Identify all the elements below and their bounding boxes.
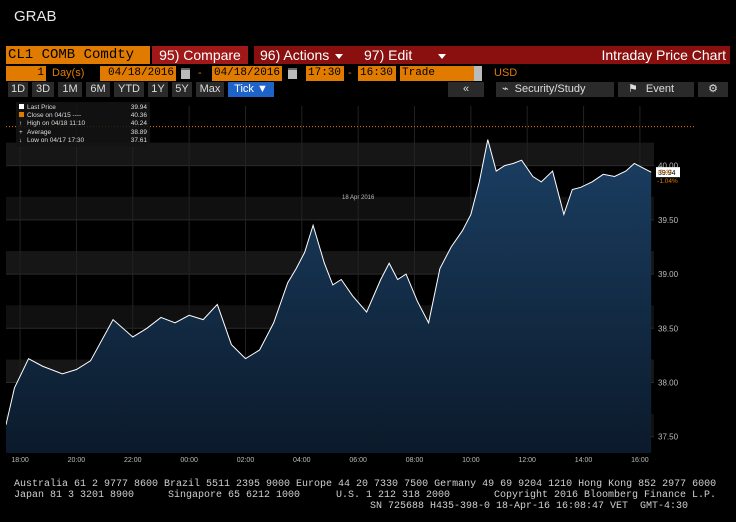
event-button[interactable]: ⚑ Event xyxy=(618,82,694,97)
tick-label: Tick xyxy=(234,83,254,95)
y-tick-label: 39.00 xyxy=(658,270,679,279)
flag-icon: ⚑ xyxy=(628,83,638,95)
legend-last-price: Last Price 39.94 xyxy=(19,104,147,112)
legend-value: 40.36 xyxy=(130,112,147,120)
footer-contacts-us: U.S. 1 212 318 2000 xyxy=(336,490,451,501)
event-label: Event xyxy=(645,83,675,95)
start-date-field[interactable]: 04/18/2016 xyxy=(100,66,176,81)
change-pct-label: -1.04% xyxy=(657,178,678,185)
x-tick-label: 16:00 xyxy=(631,457,649,463)
x-tick-label: 14:00 xyxy=(575,457,593,463)
legend-value: 39.94 xyxy=(130,104,147,111)
x-tick-label: 06:00 xyxy=(349,457,367,463)
period-max[interactable]: Max xyxy=(196,82,224,97)
end-date-field[interactable]: 04/18/2016 xyxy=(212,66,282,81)
period-1d[interactable]: 1D xyxy=(8,82,28,97)
legend-low: ↓ Low on 04/17 17:30 37.61 xyxy=(19,137,147,145)
period-1m[interactable]: 1M xyxy=(58,82,82,97)
period-toolbar: 1D 3D 1M 6M YTD 1Y 5Y Max Tick ▼ « ⌁ Secu… xyxy=(0,82,736,97)
footer-session: SN 725688 H435-398-0 18-Apr-16 16:08:47 … xyxy=(370,501,689,512)
last-price-box xyxy=(656,167,680,178)
command-toolbar: CL1 COMB Comdty 95) Compare 96) Actions … xyxy=(0,46,736,64)
x-tick-label: 18:00 xyxy=(11,457,29,463)
x-tick-label: 02:00 xyxy=(237,457,255,463)
footer: Australia 61 2 9777 8600 Brazil 5511 239… xyxy=(0,478,736,522)
actions-button[interactable]: 96) Actions xyxy=(254,46,360,64)
date-marker: 18 Apr 2016 xyxy=(342,195,375,201)
legend-label: Last Price xyxy=(27,104,56,111)
caret-down-icon: ▼ xyxy=(256,83,268,95)
x-tick-label: 10:00 xyxy=(462,457,480,463)
price-line xyxy=(6,139,652,425)
end-time-field[interactable]: 16:30 xyxy=(358,66,396,81)
y-tick-label: 40.00 xyxy=(658,162,679,171)
window-title: GRAB xyxy=(14,8,57,25)
legend-high: ↑ High on 04/18 11:10 40.24 xyxy=(19,120,147,128)
calendar-icon[interactable] xyxy=(181,68,190,79)
footer-copyright: Copyright 2016 Bloomberg Finance L.P. xyxy=(494,490,717,501)
start-time-field[interactable]: 17:30 xyxy=(306,66,344,81)
legend-value: 37.61 xyxy=(130,136,147,144)
field-select[interactable]: Trade xyxy=(400,66,474,81)
legend-label: High on 04/18 11:10 xyxy=(27,120,86,128)
x-tick-label: 12:00 xyxy=(518,457,536,463)
x-tick-label: 22:00 xyxy=(124,457,142,463)
y-tick-label: 39.50 xyxy=(658,216,679,225)
last-price-label: 39.94 xyxy=(658,170,676,177)
chart-title: Intraday Price Chart xyxy=(464,46,730,64)
collapse-left-icon[interactable]: « xyxy=(448,82,484,97)
compare-button[interactable]: 95) Compare xyxy=(152,46,248,64)
y-tick-label: 37.50 xyxy=(658,433,679,442)
legend-label: Low on 04/17 17:30 xyxy=(27,136,85,144)
window-title-bar: GRAB xyxy=(0,0,736,44)
legend-marker: + xyxy=(19,128,23,136)
price-chart[interactable]: 40.00 39.50 39.00 38.50 38.00 37.50 18:00 20:00… xyxy=(6,98,696,463)
calendar-icon[interactable] xyxy=(288,68,297,79)
price-area xyxy=(6,139,652,453)
price-chart-svg: 40.00 39.50 39.00 38.50 38.00 37.50 18:00 20:00… xyxy=(6,106,696,463)
interval-field[interactable]: 1 xyxy=(6,66,46,81)
footer-contacts-line1: Australia 61 2 9777 8600 Brazil 5511 239… xyxy=(14,479,717,490)
legend-label: Close on 04/15 ---- xyxy=(27,112,82,120)
actions-label: 96) Actions xyxy=(260,47,330,63)
settings-gear-icon[interactable]: ⚙ xyxy=(698,82,728,97)
footer-contacts-japan: Japan 81 3 3201 8900 xyxy=(14,490,135,501)
x-tick-label: 20:00 xyxy=(68,457,86,463)
interval-unit: Day(s) xyxy=(52,67,85,79)
chevron-down-icon xyxy=(438,53,447,59)
change-label: -0.42 xyxy=(657,169,672,176)
period-ytd[interactable]: YTD xyxy=(114,82,144,97)
period-5y[interactable]: 5Y xyxy=(172,82,192,97)
chart-icon: ⌁ xyxy=(502,83,509,95)
legend-marker: ↑ xyxy=(19,120,23,128)
parameter-row: 1 Day(s) 04/18/2016 - 04/18/2016 17:30 -… xyxy=(0,66,736,81)
chevron-down-icon xyxy=(335,53,344,59)
legend-value: 38.89 xyxy=(130,128,147,136)
y-tick-label: 38.50 xyxy=(658,324,679,333)
period-1y[interactable]: 1Y xyxy=(148,82,168,97)
legend-label: Average xyxy=(27,128,52,136)
currency-label: USD xyxy=(494,67,518,79)
legend-average: + Average 38.89 xyxy=(19,129,147,137)
x-tick-label: 00:00 xyxy=(180,457,198,463)
footer-contacts-singapore: Singapore 65 6212 1000 xyxy=(168,490,301,501)
security-field[interactable]: CL1 COMB Comdty xyxy=(6,46,150,64)
edit-button[interactable]: 97) Edit xyxy=(358,46,466,64)
tick-dropdown[interactable]: Tick ▼ xyxy=(228,82,274,97)
legend-close: Close on 04/15 ---- 40.36 xyxy=(19,112,147,120)
x-tick-label: 08:00 xyxy=(406,457,424,463)
period-6m[interactable]: 6M xyxy=(86,82,110,97)
legend-swatch xyxy=(19,104,24,109)
edit-label: 97) Edit xyxy=(364,47,413,63)
y-tick-label: 38.00 xyxy=(658,379,679,388)
chart-legend: Last Price 39.94 Close on 04/15 ---- 40.36… xyxy=(16,102,150,148)
legend-swatch xyxy=(19,112,24,118)
security-study-label: Security/Study xyxy=(514,83,586,95)
field-dropdown-icon[interactable] xyxy=(474,66,482,81)
legend-value: 40.24 xyxy=(130,120,147,128)
period-3d[interactable]: 3D xyxy=(32,82,54,97)
legend-marker: ↓ xyxy=(19,136,23,144)
security-study-button[interactable]: ⌁ Security/Study xyxy=(496,82,614,97)
x-tick-label: 04:00 xyxy=(293,457,311,463)
